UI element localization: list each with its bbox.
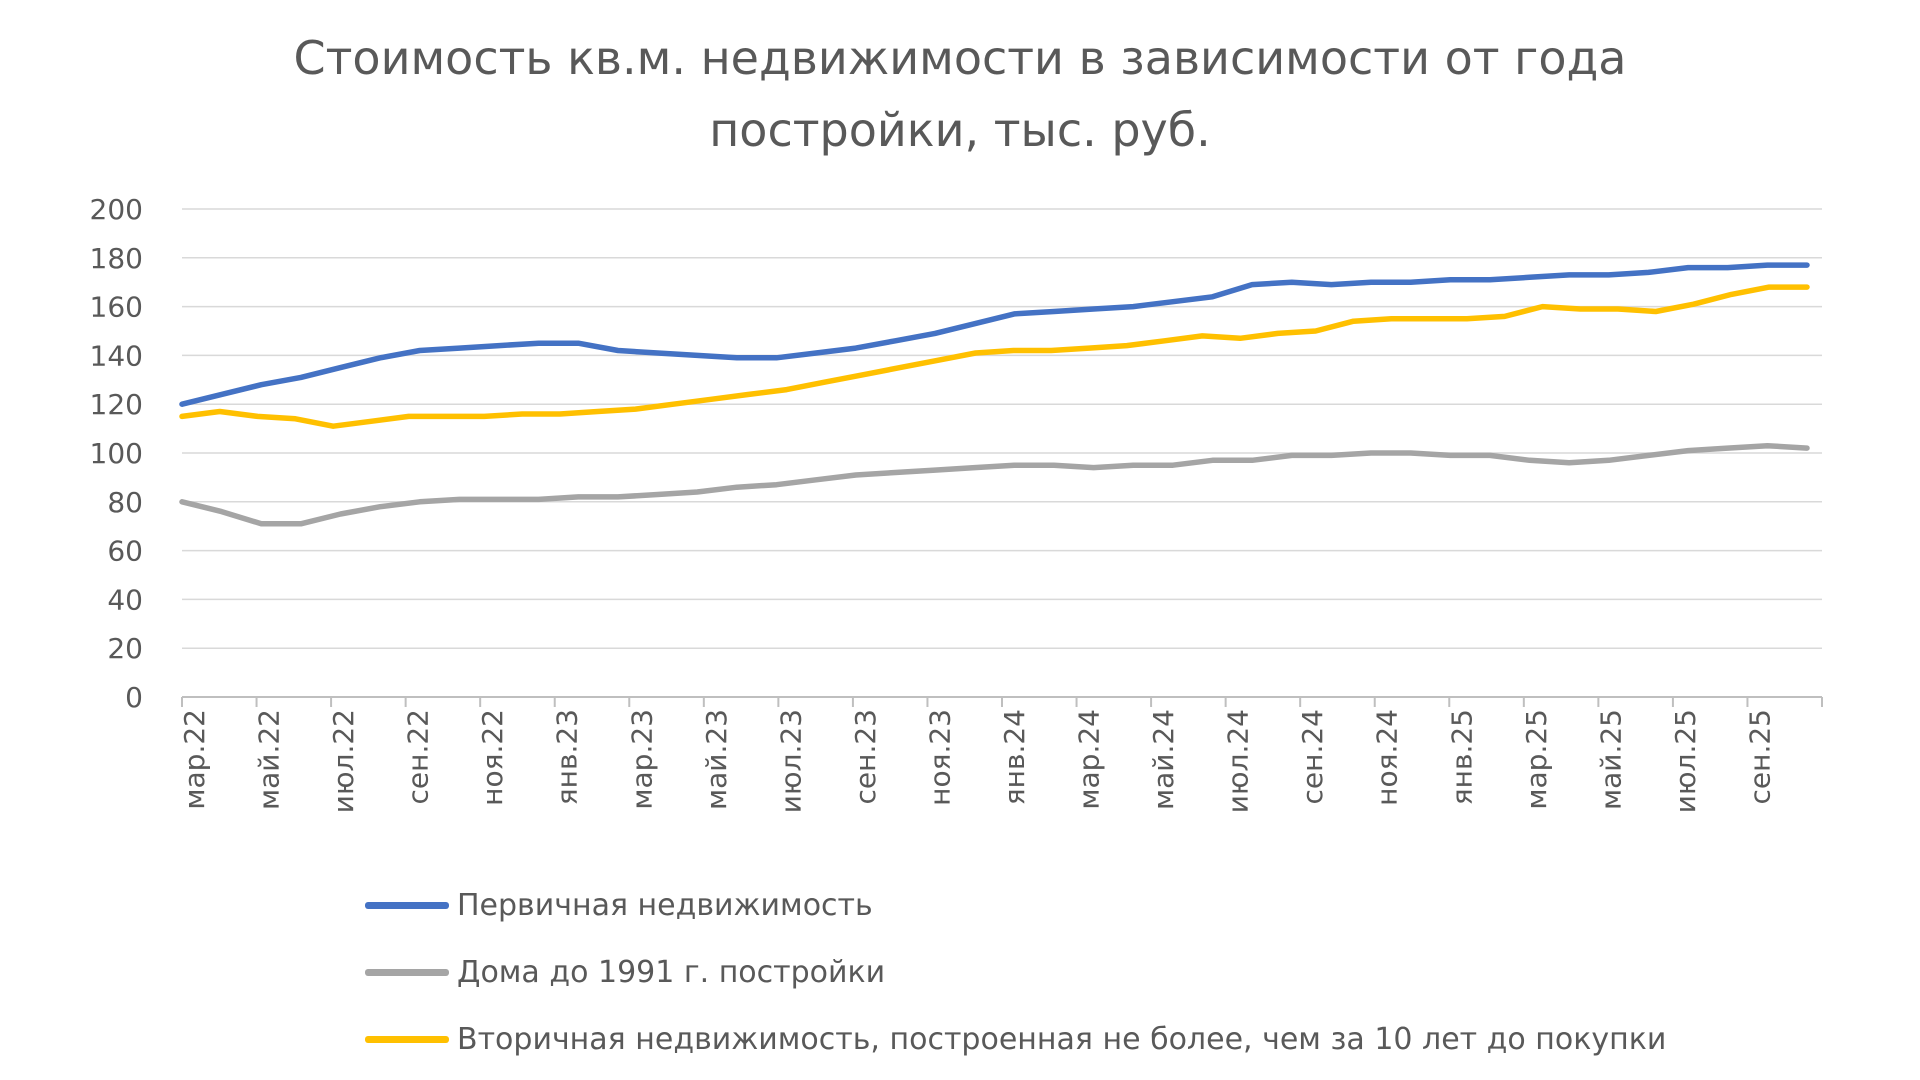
series-lines [179,262,1810,527]
legend-label-primary: Первичная недвижимость [457,888,873,923]
x-tick-label: ноя.23 [923,709,956,806]
x-tick-label: мар.24 [1073,709,1106,810]
x-tick-label: июл.24 [1222,709,1255,813]
axes: 0 20 40 60 80 100 120 140 160 180 200 мар.22 май.22 и… [90,193,1823,813]
x-tick-label: сен.25 [1743,709,1776,804]
y-tick-label: 80 [107,486,143,519]
legend-item-primary[interactable]: Первичная недвижимость [365,872,1666,939]
series-line-0 [179,262,1810,407]
y-tick-label: 140 [90,339,143,372]
x-tick-label: май.22 [253,709,286,810]
x-tick-label: янв.25 [1445,709,1478,805]
legend-item-secondary[interactable]: Вторичная недвижимость, построенная не б… [365,1006,1666,1073]
y-tick-label: 60 [107,535,143,568]
y-tick-label: 160 [90,291,143,324]
x-tick-label: ноя.24 [1371,709,1404,806]
y-tick-label: 100 [90,437,143,470]
x-tick-label: июл.25 [1669,709,1702,813]
legend-item-old-houses[interactable]: Дома до 1991 г. постройки [365,939,1666,1006]
legend: Первичная недвижимость Дома до 1991 г. п… [365,872,1666,1073]
x-tick-label: май.23 [700,709,733,810]
x-tick-label: июл.23 [774,709,807,813]
legend-label-secondary: Вторичная недвижимость, построенная не б… [457,1022,1667,1057]
x-tick-label: сен.24 [1296,709,1329,804]
legend-swatch-secondary [365,1036,449,1043]
y-tick-label: 120 [90,388,143,421]
series-line-2 [179,284,1810,429]
x-tick-label: сен.22 [402,709,435,804]
series-line-1 [179,442,1810,527]
y-tick-label: 40 [107,583,143,616]
y-tick-label: 180 [90,242,143,275]
y-tick-label: 20 [107,632,143,665]
legend-label-old-houses: Дома до 1991 г. постройки [457,955,886,990]
legend-swatch-primary [365,902,449,909]
x-tick-label: мар.23 [625,709,658,810]
x-tick-label: май.24 [1147,709,1180,810]
y-tick-label: 200 [90,193,143,226]
x-tick-label: сен.23 [849,709,882,804]
legend-swatch-old-houses [365,969,449,976]
chart-title-line-1: Стоимость кв.м. недвижимости в зависимос… [293,31,1627,85]
chart-title: Стоимость кв.м. недвижимости в зависимос… [0,22,1920,166]
x-tick-label: янв.23 [551,709,584,805]
x-tick-label: мар.25 [1520,709,1553,810]
x-tick-label: май.25 [1594,709,1627,810]
x-tick-label: мар.22 [178,709,211,810]
chart-title-line-2: постройки, тыс. руб. [709,103,1211,157]
y-tick-label: 0 [125,681,143,714]
x-tick-label: ноя.22 [476,709,509,806]
x-tick-label: янв.24 [998,709,1031,805]
x-tick-label: июл.22 [327,709,360,813]
